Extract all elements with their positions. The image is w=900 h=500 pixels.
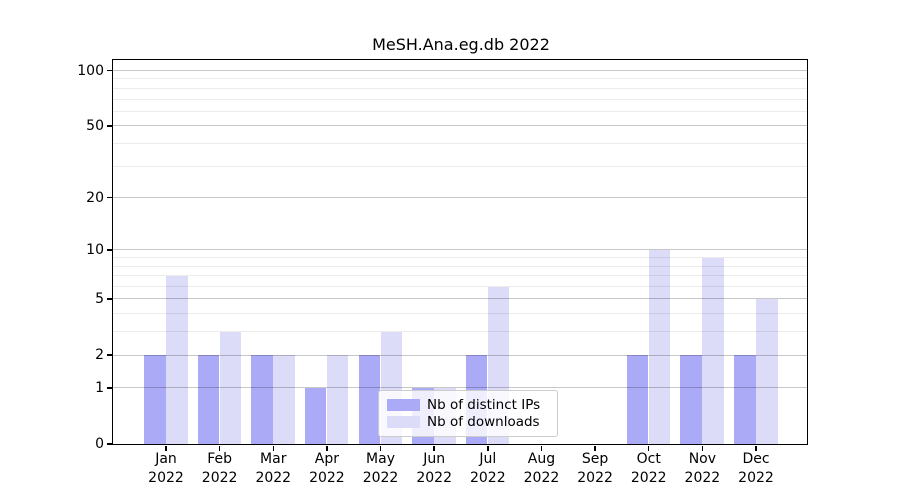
bar-distinct-ips-jan [144, 355, 166, 444]
x-tick-label-sep: Sep 2022 [577, 451, 613, 486]
x-tick-label-jan: Jan 2022 [148, 451, 184, 486]
y-tick-20 [106, 196, 112, 199]
gridline-minor-90 [113, 78, 808, 80]
y-tick-5 [106, 298, 112, 300]
legend-label-distinct-ips: Nb of distinct IPs [427, 396, 541, 413]
x-tick-label-feb: Feb 2022 [201, 451, 238, 486]
gridline-minor-3 [113, 331, 808, 333]
legend-item-downloads: Nb of downloads [387, 414, 549, 430]
gridline-minor-40 [113, 142, 808, 144]
gridline-major-10 [113, 249, 808, 251]
x-tick-label-nov: Nov 2022 [684, 451, 721, 486]
gridline-minor-9 [113, 257, 808, 259]
legend-swatch-distinct-ips-icon [387, 398, 420, 411]
gridline-major-1 [113, 387, 808, 389]
x-tick-label-oct: Oct 2022 [630, 451, 667, 486]
gridline-major-2 [113, 354, 808, 356]
y-tick-label-1: 1 [95, 379, 104, 396]
x-tick-aug [540, 445, 543, 451]
bar-downloads-nov [702, 257, 724, 444]
gridline-major-100 [113, 70, 808, 71]
x-tick-jun [433, 445, 435, 451]
x-tick-label-jul: Jul 2022 [469, 451, 506, 486]
y-tick-50 [106, 125, 112, 127]
x-tick-feb [218, 445, 221, 451]
bar-distinct-ips-apr [304, 387, 327, 444]
y-tick-1 [106, 387, 112, 389]
bar-distinct-ips-mar [251, 355, 273, 444]
x-tick-label-aug: Aug 2022 [523, 451, 560, 486]
plot-area [111, 58, 808, 445]
y-tick-10 [106, 249, 112, 251]
gridline-minor-60 [113, 110, 808, 112]
gridline-major-5 [113, 298, 808, 300]
x-tick-apr [326, 445, 328, 451]
bar-downloads-mar [273, 355, 295, 444]
gridline-minor-7 [113, 275, 808, 277]
x-tick-jul [487, 445, 489, 451]
gridline-minor-6 [113, 286, 808, 288]
x-tick-label-mar: Mar 2022 [255, 451, 292, 486]
gridline-minor-30 [113, 165, 808, 167]
bar-distinct-ips-oct [626, 355, 649, 444]
x-tick-mar [272, 445, 275, 451]
chart-title: MeSH.Ana.eg.db 2022 [372, 35, 550, 54]
x-tick-may [379, 445, 382, 451]
bar-downloads-jan [166, 275, 188, 444]
legend-swatch-downloads-icon [387, 416, 420, 429]
gridline-minor-80 [113, 87, 808, 89]
x-tick-jan [165, 445, 167, 451]
bar-downloads-apr [326, 355, 349, 444]
gridline-minor-4 [113, 313, 808, 315]
x-tick-label-apr: Apr 2022 [309, 451, 345, 486]
y-tick-0 [106, 443, 112, 445]
gridline-major-20 [113, 197, 808, 199]
y-tick-2 [106, 354, 112, 356]
y-tick-100 [106, 69, 112, 72]
x-tick-label-dec: Dec 2022 [738, 451, 774, 486]
x-tick-label-jun: Jun 2022 [416, 451, 452, 486]
bar-downloads-oct [648, 249, 671, 444]
gridline-minor-8 [113, 265, 808, 267]
y-tick-label-100: 100 [77, 62, 104, 79]
gridline-major-50 [113, 125, 808, 127]
y-tick-label-2: 2 [95, 347, 104, 364]
legend: Nb of distinct IPs Nb of downloads [378, 390, 558, 437]
y-tick-label-50: 50 [86, 117, 104, 134]
bar-distinct-ips-dec [734, 355, 756, 444]
legend-item-distinct-ips: Nb of distinct IPs [387, 397, 549, 413]
x-tick-nov [701, 445, 704, 451]
x-tick-oct [647, 445, 650, 451]
gridline-minor-70 [113, 98, 808, 100]
y-tick-label-20: 20 [86, 189, 104, 206]
y-tick-label-0: 0 [95, 436, 104, 452]
bar-distinct-ips-feb [197, 355, 220, 444]
x-tick-label-may: May 2022 [362, 451, 399, 486]
x-tick-dec [755, 445, 757, 451]
bar-downloads-dec [756, 298, 778, 444]
bar-distinct-ips-nov [680, 355, 702, 444]
bar-distinct-ips-may [358, 355, 381, 444]
y-tick-label-5: 5 [95, 290, 104, 307]
y-tick-label-10: 10 [86, 241, 104, 258]
x-tick-sep [594, 445, 596, 451]
bar-downloads-feb [219, 331, 242, 444]
legend-label-downloads: Nb of downloads [427, 414, 540, 431]
